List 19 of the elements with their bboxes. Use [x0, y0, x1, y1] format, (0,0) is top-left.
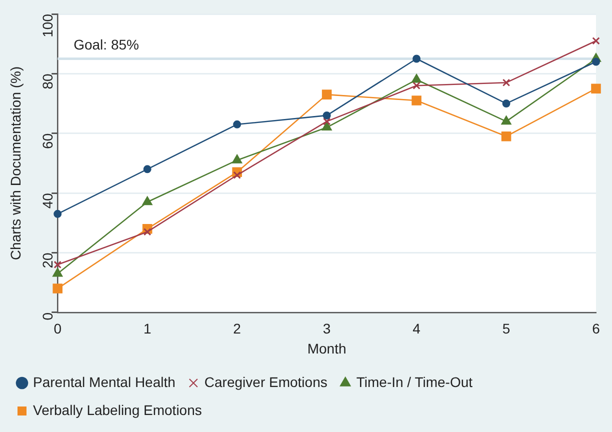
x-tick-label: 6: [592, 320, 600, 337]
legend-label: Time-In / Time-Out: [356, 374, 473, 390]
legend-label: Caregiver Emotions: [204, 374, 328, 390]
y-tick-label: 20: [39, 252, 56, 268]
y-tick-label: 0: [39, 312, 56, 320]
y-axis-title: Charts with Documentation (%): [7, 66, 24, 260]
ref-line-label: Goal: 85%: [74, 36, 139, 53]
y-tick-label: 40: [39, 192, 56, 209]
x-tick-label: 1: [143, 320, 152, 337]
x-tick-label: 4: [412, 320, 421, 337]
y-tick-label: 100: [39, 14, 56, 38]
legend-label: Parental Mental Health: [33, 374, 176, 390]
x-axis-title: Month: [307, 340, 346, 356]
y-tick-label: 80: [39, 73, 56, 90]
legend-label: Verbally Labeling Emotions: [33, 402, 202, 418]
x-tick-label: 5: [502, 320, 510, 337]
x-tick-label: 3: [322, 320, 331, 337]
x-tick-label: 2: [233, 320, 242, 337]
y-tick-label: 60: [39, 133, 56, 149]
